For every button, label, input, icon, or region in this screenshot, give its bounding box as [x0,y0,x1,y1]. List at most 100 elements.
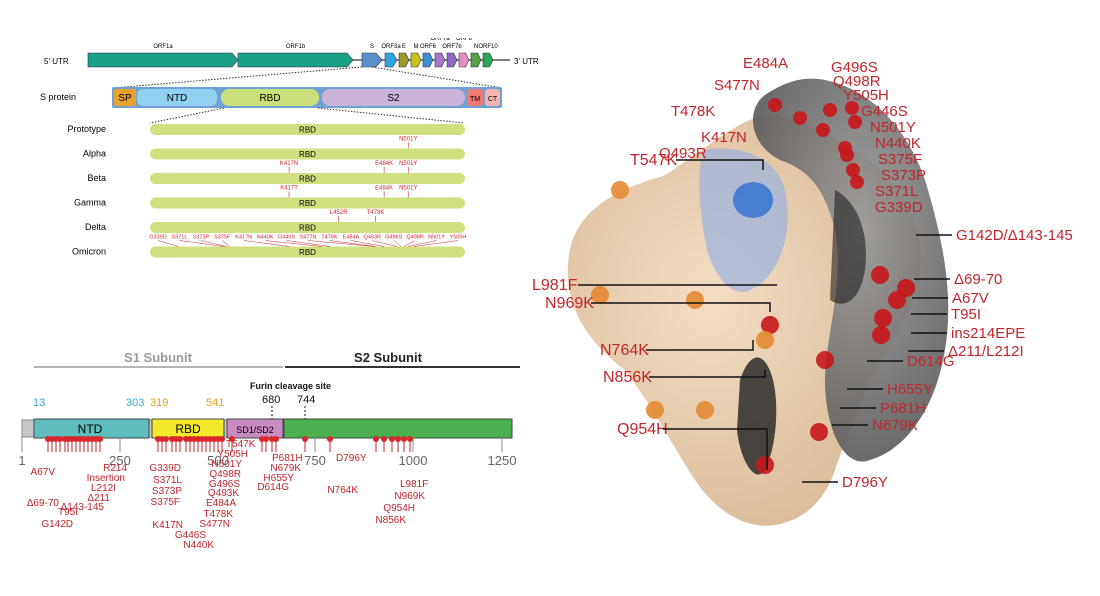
s-domain-rbd [221,89,319,106]
mutation-dot [263,436,269,442]
orf-orf6 [422,52,434,68]
mutation-tick [372,240,397,247]
mutation-g496s: G496S [385,235,402,241]
mutation-n440k: N440K [257,235,274,241]
mutation-tick [350,240,385,247]
axis-tick-label-500: 500 [207,453,229,468]
s2-subunit-label: S2 Subunit [354,350,423,365]
lower-mutation-g142d: G142D [41,519,73,530]
struct-label-q493r: Q493R [659,145,707,162]
mutation-site-blob [810,423,828,441]
lower-mutation-g496s: G496S [209,479,240,490]
axis-tick-label-1: 1 [18,453,25,468]
orf-label-orf1b: ORF1b [286,44,306,50]
variant-bar-label: RBD [299,175,316,184]
pos-744: 744 [297,394,315,406]
orf-s [361,52,383,68]
mutation-dot [327,436,333,442]
zoom-line-right [371,66,503,89]
lower-mutation-211: Δ211 [87,493,110,504]
leader-line [649,370,766,378]
mutation-site-blob [840,148,854,162]
pos-541: 541 [206,397,224,409]
lower-mutation-n679k: N679K [270,463,301,474]
orf-orf7a [434,52,446,68]
struct-label-211-l212i: Δ211/L212I [948,343,1024,360]
mutation-tick [222,240,230,247]
struct-label-g142d-143-145: G142D/Δ143-145 [956,227,1073,244]
lower-mutation-insertion: Insertion [87,473,125,484]
struct-label-q498r: Q498R [833,73,881,90]
orf-m [410,52,422,68]
mutation-site-blob [761,316,779,334]
furin-label: Furin cleavage site [250,381,331,391]
mutation-dot [177,436,183,442]
lower-mutation-n969k: N969K [394,491,425,502]
orf-label-orf3a: ORF3a [381,44,401,50]
s-domain-label-rbd: RBD [259,93,280,104]
orf-label-orf7b: ORF7b [442,44,462,50]
lower-mutation-p681h: P681H [272,453,303,464]
mutation-tick [329,240,376,247]
variant-bar-delta [150,222,465,233]
s-domain-label-ntd: NTD [167,93,188,104]
mutation-dot [381,436,387,442]
genome-variant-panel: 5' UTR 3' UTR ORF1a ORF1b S ORF3a E M ORF6 ORF7… [40,36,540,268]
lower-mutation-e484a: E484A [206,498,236,509]
mutation-n501y: N501Y [399,137,417,143]
genome-variant-svg: 5' UTR 3' UTR ORF1a ORF1b S ORF3a E M ORF6 ORF7… [40,36,539,258]
mutation-dot [163,436,169,442]
s-protein-label: S protein [40,92,76,102]
mutation-site-blob [888,291,906,309]
s-domain-label-ct: CT [488,96,498,103]
utr5-label: 5' UTR [44,57,69,66]
mutation-k417t: K417T [280,186,298,192]
axis-tick-label-750: 750 [304,453,326,468]
struct-label-e484a: E484A [743,55,788,72]
s-domain-tm [467,89,483,106]
mutation-dot [373,436,379,442]
variant-name-delta: Delta [85,222,106,232]
struct-label-s373p: S373P [881,167,926,184]
lower-mutation-143-145: Δ143-145 [61,502,105,513]
mutation-site-blob [756,456,774,474]
orange-site-blob [686,291,704,309]
orf-e [398,52,410,68]
struct-label-h655y: H655Y [887,381,933,398]
mutation-e484k: E484K [375,161,393,167]
zoom-line-rbd-right [317,107,465,124]
mutation-k417n: K417N [280,161,298,167]
struct-label-n679k: N679K [872,417,918,434]
orange-site-blob [756,331,774,349]
variant-name-alpha: Alpha [83,149,106,159]
mutation-dot [273,436,279,442]
mutation-s477n: S477N [300,235,317,241]
axis-ticks: 1 250 500 750 1000 1250 [18,437,516,468]
struct-label-n764k: N764K [600,342,649,359]
mutation-tick [243,240,290,247]
rbd-label: RBD [175,422,201,436]
mutation-dot [97,436,103,442]
orf-orf8 [458,52,470,68]
leader-line [676,159,764,170]
mutation-s373p: S373P [193,235,210,241]
mutation-tick [179,240,224,247]
variant-bar-label: RBD [299,224,316,233]
variant-name-beta: Beta [87,173,106,183]
mutation-tick [413,240,459,247]
struct-label-a67v: A67V [952,290,989,307]
struct-label-g339d: G339D [875,199,923,216]
lower-mutation-t478k: T478K [204,509,234,520]
mutation-dot [395,436,401,442]
lower-mutation-s477n: S477N [199,519,230,530]
mutation-site-blob [848,115,862,129]
mutation-site-blob [872,326,890,344]
protein-core-dark-2 [830,190,866,304]
mutation-tick [157,240,179,247]
axis-tick-label-1250: 1250 [488,453,517,468]
variant-bar-gamma [150,197,465,209]
